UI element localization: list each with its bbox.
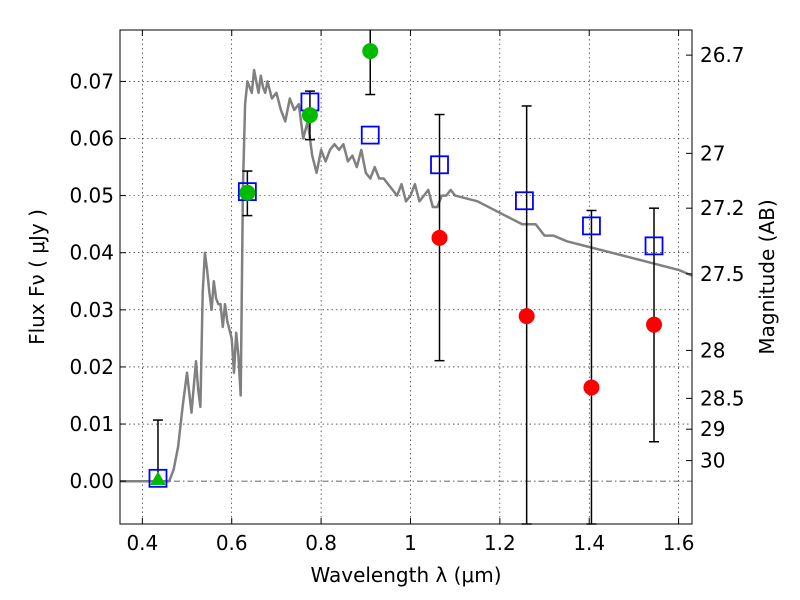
detection-point: [362, 43, 379, 60]
grid-layer: [120, 30, 692, 524]
upper-limit-point: [583, 379, 600, 396]
x-tick-label: 0.6: [216, 531, 248, 555]
x-axis-label: Wavelength λ (μm): [310, 563, 501, 587]
x-tick-label: 0.4: [126, 531, 158, 555]
x-tick-label: 1.4: [573, 531, 605, 555]
detection-point: [301, 107, 318, 124]
y2-tick-label: 30: [700, 449, 725, 473]
y2-tick-label: 29: [700, 417, 725, 441]
y-tick-label: 0.02: [69, 355, 114, 379]
y-tick-label: 0.03: [69, 298, 114, 322]
y-tick-label: 0.00: [69, 469, 114, 493]
x-tick-label: 1.2: [484, 531, 516, 555]
y-tick-label: 0.06: [69, 127, 114, 151]
y2-tick-label: 26.7: [700, 43, 745, 67]
plot-frame: [119, 29, 693, 525]
tick-layer: 0.4 0.6 0.8 1 1.2 1.4 1.6 0.00 0.01 0.02 0.03 0.04 0…: [69, 30, 745, 555]
y-tick-label: 0.01: [69, 412, 114, 436]
model-flux-square: [644, 236, 664, 256]
detection-point: [239, 184, 256, 201]
model-flux-square: [360, 125, 380, 145]
y2-tick-label: 27.5: [700, 262, 745, 286]
y-axis-label: Flux Fν ( μJy ): [25, 209, 49, 345]
x-tick-label: 1.6: [663, 531, 695, 555]
upper-limit-point: [518, 308, 535, 325]
y2-axis-label: Magnitude (AB): [755, 199, 779, 354]
plot-layer: [120, 30, 693, 525]
y2-tick-label: 28: [700, 338, 725, 362]
x-tick-label: 0.8: [305, 531, 337, 555]
y2-tick-label: 27.2: [700, 196, 745, 220]
model-flux-square: [515, 191, 534, 211]
detection-triangle: [150, 471, 166, 485]
model-flux-square: [582, 216, 601, 236]
model-flux-square: [430, 155, 449, 175]
y-tick-label: 0.05: [69, 184, 114, 208]
y-tick-label: 0.04: [69, 241, 114, 265]
upper-limit-point: [646, 316, 663, 333]
y2-tick-label: 28.5: [700, 386, 745, 410]
upper-limit-point: [431, 229, 448, 246]
y2-tick-label: 27: [700, 141, 725, 165]
x-tick-label: 1: [404, 531, 417, 555]
model-flux-square: [148, 468, 168, 488]
y-tick-label: 0.07: [69, 69, 114, 93]
model-spectrum-line: [120, 68, 693, 483]
